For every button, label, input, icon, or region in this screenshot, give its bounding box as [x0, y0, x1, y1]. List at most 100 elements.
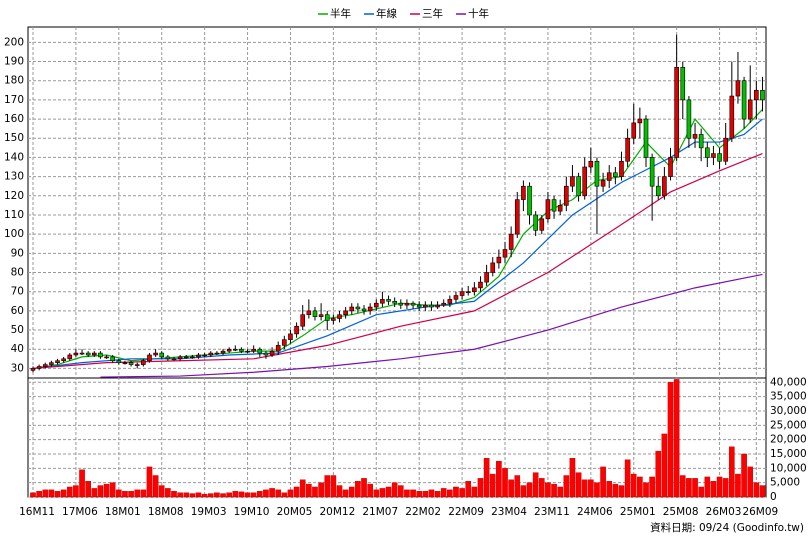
legend-label: 十年 — [468, 7, 489, 20]
candle-body — [300, 314, 306, 327]
candle-body — [619, 160, 624, 177]
candle-body — [741, 80, 747, 120]
volume-bar — [391, 482, 398, 498]
volume-bar — [594, 482, 600, 498]
volume-bar — [287, 489, 294, 498]
volume-bar — [232, 491, 239, 498]
volume-bar — [434, 491, 441, 498]
candle-body — [570, 176, 575, 187]
volume-bar — [410, 489, 416, 498]
volume-bar — [526, 482, 533, 498]
candle-body — [453, 295, 459, 300]
volume-bar — [152, 475, 159, 498]
volume-bar — [581, 479, 588, 498]
x-tick-label: 18M01 — [105, 506, 141, 518]
ma-line — [32, 153, 763, 370]
y-tick-label: 110 — [4, 209, 24, 221]
volume-bar — [655, 450, 662, 498]
volume-bar — [741, 453, 747, 498]
volume-bar — [385, 486, 392, 498]
volume-bar — [398, 485, 404, 498]
candle-body — [594, 160, 600, 187]
candle-body — [55, 360, 60, 363]
y-tick-label: 10,000 — [770, 462, 807, 474]
candle-body — [92, 352, 97, 356]
candle-body — [429, 304, 434, 308]
candle-body — [484, 272, 489, 283]
volume-bar — [257, 491, 263, 498]
volume-bar — [722, 478, 729, 498]
candle-body — [747, 99, 753, 120]
candle-body — [459, 291, 465, 296]
volume-bar — [532, 472, 539, 498]
volume-bar — [214, 492, 220, 498]
y-tick-label: 15,000 — [770, 448, 807, 460]
volume-bar — [42, 489, 49, 498]
candle-body — [331, 318, 336, 321]
volume-bar — [661, 433, 668, 498]
y-tick-label: 0 — [770, 491, 777, 503]
volume-bar — [557, 486, 563, 498]
volume-bar — [471, 486, 478, 498]
volume-bar — [618, 485, 625, 498]
volume-bar — [250, 492, 257, 498]
y-tick-label: 170 — [4, 94, 24, 106]
volume-bar — [330, 475, 337, 498]
y-tick-label: 140 — [4, 151, 24, 163]
y-tick-label: 40 — [11, 343, 24, 355]
y-tick-label: 200 — [4, 36, 24, 48]
volume-bar — [85, 481, 91, 498]
candle-body — [404, 302, 410, 306]
candle-body — [588, 160, 594, 168]
volume-bar — [698, 486, 704, 498]
volume-bar — [483, 458, 490, 498]
volume-bar — [207, 493, 214, 498]
candle-body — [177, 356, 183, 360]
y-tick-label: 130 — [4, 171, 24, 183]
y-tick-label: 100 — [4, 228, 24, 240]
x-tick-label: 19M03 — [191, 506, 227, 518]
x-tick-label: 20M05 — [277, 506, 313, 518]
candle-body — [42, 364, 48, 367]
candle-body — [735, 80, 741, 97]
candle-body — [502, 249, 508, 258]
volume-bar — [201, 493, 208, 498]
volume-bar — [165, 488, 171, 498]
volume-bar — [459, 488, 465, 498]
volume-bar — [729, 446, 735, 498]
candle-body — [134, 364, 140, 366]
volume-bar — [753, 482, 760, 498]
candle-body — [533, 214, 538, 231]
candle-body — [600, 180, 606, 187]
volume-bar — [667, 382, 674, 498]
y-tick-label: 60 — [11, 305, 24, 317]
volume-bar — [306, 483, 312, 498]
x-tick-label: 26M03 — [706, 506, 742, 518]
y-tick-label: 25,000 — [770, 419, 807, 431]
volume-bar — [361, 478, 367, 498]
x-tick-label: 22M09 — [448, 506, 484, 518]
volume-bar — [226, 492, 232, 498]
candle-body — [723, 137, 728, 162]
candle-body — [361, 308, 367, 312]
candle-body — [754, 89, 759, 101]
volume-bar — [122, 491, 128, 498]
x-tick-label: 25M08 — [663, 506, 699, 518]
volume-bar — [704, 476, 711, 498]
volume-bar — [293, 486, 300, 498]
ma-line — [100, 273, 763, 378]
candle-body — [49, 362, 54, 365]
volume-bar — [575, 472, 582, 498]
candle-body — [680, 66, 686, 101]
volume-bar — [679, 475, 686, 498]
y-tick-label: 150 — [4, 132, 24, 144]
volume-bar — [588, 479, 594, 498]
candle-body — [196, 354, 201, 358]
candle-body — [692, 134, 698, 139]
y-tick-label: 190 — [4, 56, 24, 68]
candle-body — [655, 185, 661, 197]
volume-bar — [103, 483, 110, 498]
y-tick-label: 30,000 — [770, 405, 807, 417]
volume-bar — [281, 492, 288, 498]
volume-bar — [447, 489, 453, 498]
